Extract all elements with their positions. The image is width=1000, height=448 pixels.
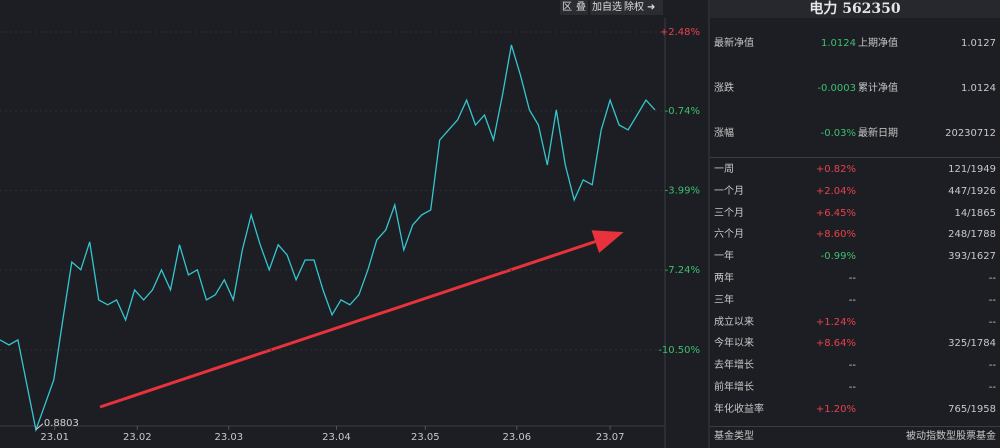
period-label: 一周 bbox=[714, 164, 734, 175]
summary-label: 涨跌 bbox=[714, 83, 734, 94]
period-return: +1.24% bbox=[815, 316, 856, 328]
summary-label: 最新日期 bbox=[858, 128, 898, 139]
period-return: +8.64% bbox=[815, 338, 856, 350]
summary-label: 最新净值 bbox=[714, 38, 754, 49]
toolbar-button[interactable]: 加自选 bbox=[590, 0, 624, 15]
x-tick-label: 23.07 bbox=[596, 432, 625, 443]
period-return: -- bbox=[848, 382, 856, 393]
period-return: +1.20% bbox=[815, 403, 856, 415]
separator bbox=[710, 426, 1000, 427]
summary-label: 涨幅 bbox=[714, 128, 734, 139]
separator bbox=[710, 157, 1000, 158]
line-series bbox=[0, 44, 656, 433]
x-tick-label: 23.05 bbox=[411, 432, 440, 443]
trend-arrow bbox=[99, 230, 624, 409]
period-return: +8.60% bbox=[815, 229, 856, 241]
plot-bg bbox=[0, 0, 665, 448]
x-tick-label: 23.03 bbox=[214, 432, 243, 443]
fund-type-value: 被动指数型股票基金 bbox=[906, 431, 996, 442]
summary-value: 1.0127 bbox=[961, 38, 996, 49]
toolbar-button[interactable]: 区 bbox=[560, 0, 574, 15]
period-rank: -- bbox=[988, 294, 996, 306]
period-rank: 765/1958 bbox=[948, 403, 996, 415]
period-label: 一个月 bbox=[714, 185, 744, 197]
period-rank: -- bbox=[988, 360, 996, 372]
period-rank: -- bbox=[988, 316, 996, 328]
period-label: 两年 bbox=[714, 273, 734, 284]
min-annotation: 0.8803 bbox=[44, 418, 79, 429]
y-tick-label: -7.24% bbox=[665, 265, 700, 276]
summary-label: 累计净值 bbox=[858, 83, 898, 94]
fund-type-label: 基金类型 bbox=[714, 431, 754, 442]
period-rank: 393/1627 bbox=[948, 251, 996, 263]
period-return: -- bbox=[848, 294, 856, 306]
y-tick-label: +2.48% bbox=[660, 27, 700, 38]
x-tick-label: 23.02 bbox=[123, 432, 152, 443]
period-label: 年化收益率 bbox=[714, 403, 764, 415]
period-label: 去年增长 bbox=[714, 360, 754, 372]
summary-value: 20230712 bbox=[945, 128, 996, 139]
panel-title: 电力 562350 bbox=[710, 0, 1000, 18]
period-return: +2.04% bbox=[815, 185, 856, 197]
period-return: -- bbox=[848, 273, 856, 284]
x-tick-label: 23.01 bbox=[40, 432, 69, 443]
period-return: -0.99% bbox=[820, 251, 856, 263]
toolbar-button[interactable]: 除权 bbox=[622, 0, 646, 15]
toolbar-button[interactable]: 叠 bbox=[574, 0, 588, 15]
exit-icon[interactable]: ➜ bbox=[645, 0, 663, 15]
period-label: 成立以来 bbox=[714, 316, 754, 328]
period-rank: 121/1949 bbox=[948, 164, 996, 175]
period-rank: 14/1865 bbox=[954, 207, 996, 219]
summary-value: 1.0124 bbox=[821, 38, 856, 49]
x-tick-label: 23.04 bbox=[322, 432, 351, 443]
summary-label: 上期净值 bbox=[858, 38, 898, 49]
y-tick-label: -3.99% bbox=[665, 185, 700, 196]
summary-value: 1.0124 bbox=[961, 83, 996, 94]
period-rank: 325/1784 bbox=[948, 338, 996, 350]
min-leader bbox=[35, 423, 44, 431]
y-tick-label: -10.50% bbox=[658, 345, 700, 356]
period-return: -- bbox=[848, 360, 856, 372]
summary-value: -0.03% bbox=[820, 128, 856, 139]
period-rank: 248/1788 bbox=[948, 229, 996, 241]
period-rank: -- bbox=[988, 382, 996, 393]
period-label: 六个月 bbox=[714, 229, 744, 241]
period-label: 一年 bbox=[714, 251, 734, 263]
period-rank: 447/1926 bbox=[948, 185, 996, 197]
period-rank: -- bbox=[988, 273, 996, 284]
info-panel: 电力 562350 最新净值 1.0124 上期净值 1.0127 涨跌 -0.0003 累… bbox=[710, 0, 1000, 448]
summary-value: -0.0003 bbox=[817, 83, 856, 94]
period-return: +6.45% bbox=[815, 207, 856, 219]
period-label: 今年以来 bbox=[714, 338, 754, 350]
period-label: 前年增长 bbox=[714, 382, 754, 393]
period-label: 三年 bbox=[714, 294, 734, 306]
y-tick-label: -0.74% bbox=[665, 106, 700, 117]
x-tick-label: 23.06 bbox=[503, 432, 532, 443]
period-return: +0.82% bbox=[815, 164, 856, 175]
period-label: 三个月 bbox=[714, 207, 744, 219]
